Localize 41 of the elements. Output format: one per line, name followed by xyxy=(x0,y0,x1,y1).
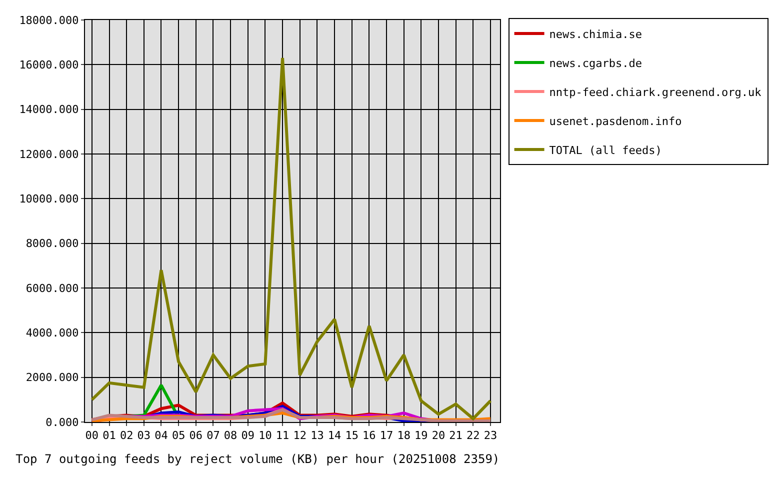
y-tick-label: 8000.000 xyxy=(26,237,79,250)
x-tick-label: 23 xyxy=(484,429,498,442)
x-tick-label: 13 xyxy=(310,429,324,442)
x-tick-label: 07 xyxy=(206,429,220,442)
y-tick-label: 12000.000 xyxy=(19,148,79,161)
legend-label: TOTAL (all feeds) xyxy=(549,144,662,157)
x-tick-label: 15 xyxy=(345,429,358,442)
y-tick-label: 0.000 xyxy=(46,416,79,429)
x-tick-label: 18 xyxy=(397,429,410,442)
y-tick-label: 14000.000 xyxy=(19,103,79,116)
x-tick-label: 06 xyxy=(189,429,203,442)
x-tick-label: 19 xyxy=(414,429,428,442)
y-tick-label: 10000.000 xyxy=(19,192,79,206)
text: Top 7 outgoing feeds by reject volume (KB) per hour (20251008 2359) xyxy=(16,452,500,466)
x-tick-label: 03 xyxy=(137,429,151,442)
y-tick-label: 6000.000 xyxy=(26,282,79,295)
y-tick-label: 4000.000 xyxy=(26,326,79,340)
legend-label: nntp-feed.chiark.greenend.org.uk xyxy=(549,86,762,99)
x-tick-label: 12 xyxy=(293,429,306,442)
x-tick-label: 21 xyxy=(449,429,462,442)
x-tick-label: 20 xyxy=(432,429,446,442)
legend-label: news.cgarbs.de xyxy=(549,56,642,70)
x-tick-label: 02 xyxy=(120,429,134,442)
legend-label: news.chimia.se xyxy=(549,28,642,41)
x-tick-label: 17 xyxy=(380,429,394,442)
x-tick-label: 14 xyxy=(328,429,342,442)
x-tick-label: 04 xyxy=(154,429,168,442)
x-tick-label: 10 xyxy=(258,429,272,442)
x-tick-label: 08 xyxy=(224,429,238,442)
y-tick-label: 16000.000 xyxy=(19,58,79,72)
x-tick-label: 22 xyxy=(466,429,480,442)
x-tick-label: 01 xyxy=(102,429,116,442)
legend-label: usenet.pasdenom.info xyxy=(549,114,682,128)
y-tick-label: 18000.000 xyxy=(19,14,79,27)
x-tick-label: 09 xyxy=(241,429,255,442)
line-series xyxy=(90,56,492,420)
x-tick-label: 05 xyxy=(172,429,186,442)
x-tick-label: 16 xyxy=(362,429,376,442)
x-tick-label: 00 xyxy=(85,429,99,442)
y-tick-label: 2000.000 xyxy=(26,371,79,384)
x-tick-label: 11 xyxy=(276,429,290,442)
